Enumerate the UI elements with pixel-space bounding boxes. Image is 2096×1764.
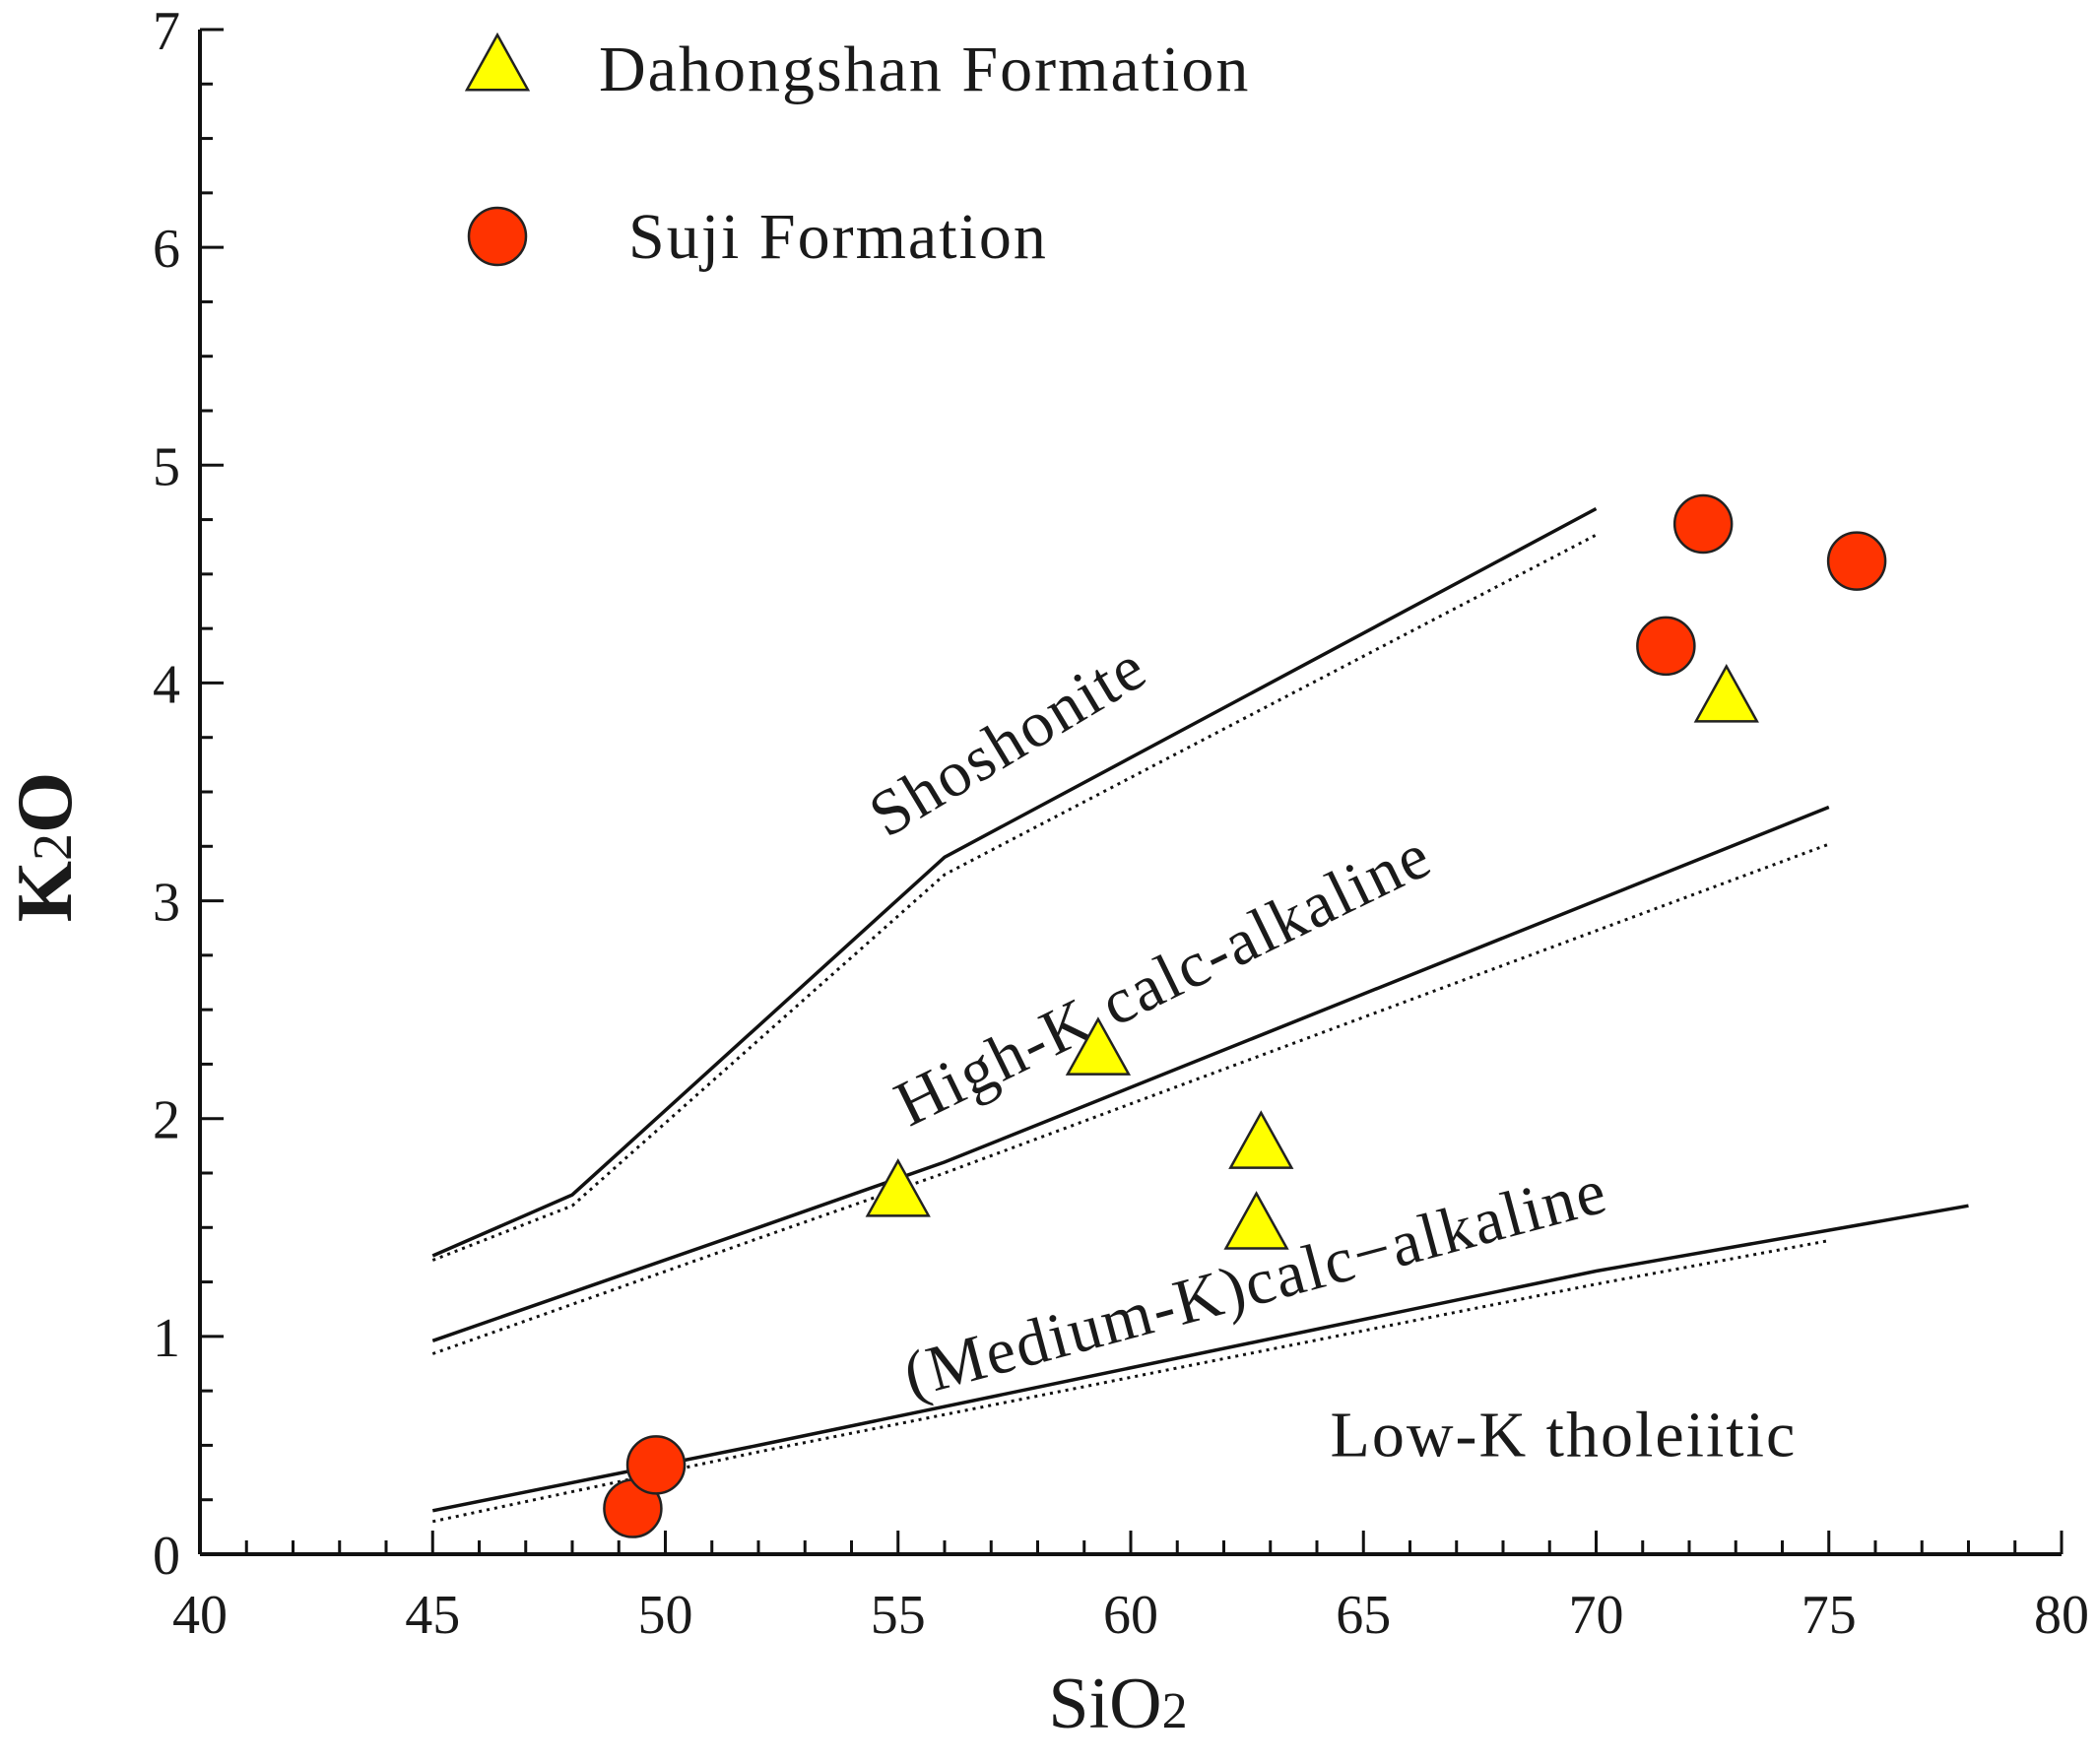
y-tick-label: 5 (153, 436, 180, 497)
field-label: Low-K tholeiitic (1331, 1399, 1798, 1470)
legend-label: Suji Formation (628, 201, 1048, 273)
circle-point (1826, 531, 1887, 591)
x-tick-label: 40 (172, 1585, 228, 1646)
legend: Dahongshan Formation Suji Formation (464, 32, 1250, 273)
triangle-point (865, 1157, 931, 1217)
triangle-point (1228, 1110, 1294, 1169)
y-tick-label: 2 (153, 1090, 180, 1151)
field-label: Shoshonite (857, 630, 1158, 851)
boundary-solid-line-0 (431, 506, 1598, 1258)
circle-point (1636, 616, 1696, 677)
x-tick-label: 65 (1336, 1585, 1391, 1646)
data-points (603, 493, 1887, 1538)
x-tick-label: 45 (405, 1585, 460, 1646)
y-tick-label: 3 (153, 873, 180, 934)
y-tick-label: 1 (153, 1308, 180, 1369)
y-tick-label: 4 (153, 654, 180, 715)
legend-triangle-marker (464, 32, 531, 92)
boundary-dotted-line-3 (431, 842, 1830, 1355)
x-tick-label: 60 (1103, 1585, 1158, 1646)
triangle-point (1223, 1191, 1289, 1250)
y-tick-label: 0 (153, 1526, 180, 1587)
circle-point (1672, 493, 1734, 555)
x-tick-label: 70 (1569, 1585, 1624, 1646)
triangle-point (1065, 1016, 1132, 1076)
legend-circle-marker (467, 206, 528, 267)
x-tick-label: 80 (2034, 1585, 2089, 1646)
field-label: High-K calc-alkaline (884, 818, 1443, 1141)
triangle-point (1693, 663, 1759, 723)
boundary-solid-line-4 (431, 1204, 1969, 1513)
y-tick-label: 7 (153, 1, 180, 62)
x-tick-label: 55 (871, 1585, 926, 1646)
y-tick-label: 6 (153, 219, 180, 280)
x-tick-label: 50 (638, 1585, 693, 1646)
legend-label: Dahongshan Formation (599, 33, 1250, 105)
x-axis-label: SiO2 (1048, 1664, 1187, 1744)
circle-point (625, 1435, 687, 1495)
boundary-lines (431, 506, 1969, 1524)
boundary-dotted-line-1 (431, 533, 1598, 1262)
boundary-solid-line-2 (431, 805, 1830, 1342)
y-axis-label: K2O (2, 772, 89, 922)
boundary-dotted-line-5 (431, 1239, 1830, 1524)
x-tick-label: 75 (1801, 1585, 1857, 1646)
